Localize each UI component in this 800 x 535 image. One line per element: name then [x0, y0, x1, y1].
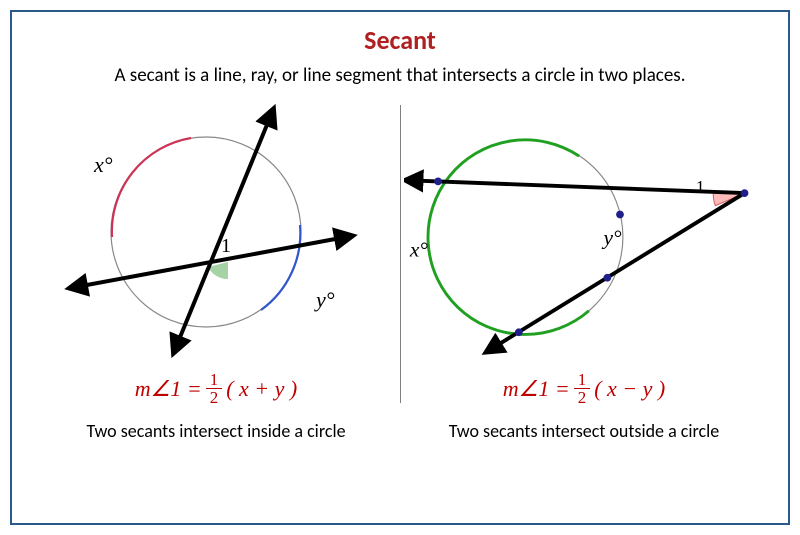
right-dot-near-1	[616, 211, 624, 219]
content-frame: Secant A secant is a line, ray, or line …	[10, 10, 790, 525]
right-formula: m∠1 = 1 2 ( x − y )	[503, 371, 666, 406]
left-diagram: x° y° 1	[36, 97, 396, 367]
right-secant-1	[412, 180, 745, 193]
left-arc-y	[261, 225, 300, 310]
right-angle-label: 1	[696, 177, 705, 197]
right-dot-far-1	[434, 178, 442, 186]
right-formula-paren: ( x − y )	[594, 376, 665, 402]
right-y-label: y°	[601, 226, 621, 250]
left-formula-paren: ( x + y )	[226, 376, 297, 402]
right-caption: Two secants intersect outside a circle	[449, 420, 719, 442]
right-dot-far-2	[515, 328, 523, 336]
left-panel: x° y° 1 m∠1 = 1 2 ( x + y ) Two secants …	[32, 97, 400, 513]
right-formula-prefix: m∠1 =	[503, 376, 570, 402]
left-formula-prefix: m∠1 =	[135, 376, 202, 402]
left-caption: Two secants intersect inside a circle	[86, 420, 345, 442]
left-x-label: x°	[93, 152, 113, 177]
left-angle-label: 1	[221, 235, 231, 257]
right-diagram: x° y° 1	[404, 97, 764, 367]
right-x-label: x°	[409, 237, 428, 261]
right-vertex-dot	[741, 189, 749, 197]
left-y-label: y°	[314, 287, 335, 312]
definition-text: A secant is a line, ray, or line segment…	[114, 64, 685, 87]
page-title: Secant	[364, 24, 436, 56]
right-dot-near-2	[603, 274, 611, 282]
left-formula: m∠1 = 1 2 ( x + y )	[135, 371, 298, 406]
left-arc-x	[112, 138, 191, 237]
panel-divider	[400, 105, 401, 403]
fraction-icon: 1 2	[574, 371, 591, 406]
right-panel: x° y° 1 m∠1 = 1 2 ( x − y ) Two secants …	[400, 97, 768, 513]
fraction-icon: 1 2	[206, 371, 223, 406]
panels-row: x° y° 1 m∠1 = 1 2 ( x + y ) Two secants …	[32, 97, 768, 513]
